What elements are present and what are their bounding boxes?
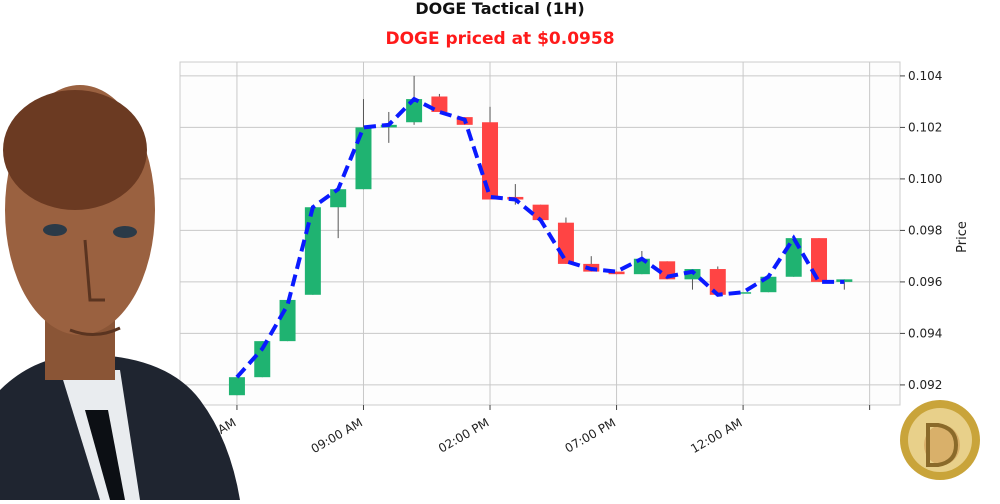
x-tick-label: 02:00 PM [436, 415, 491, 455]
candle-body [811, 238, 828, 282]
y-tick-label: 0.096 [908, 275, 942, 289]
y-tick-label: 0.104 [908, 69, 942, 83]
person-illustration [0, 85, 240, 500]
candle-body [557, 222, 574, 264]
y-tick-label: 0.094 [908, 326, 942, 340]
y-tick-label: 0.102 [908, 120, 942, 134]
y-tick-label: 0.092 [908, 378, 942, 392]
candle-body [330, 189, 347, 208]
candle-body [735, 292, 752, 294]
trend-line [235, 96, 845, 379]
candle-body [304, 207, 321, 295]
candle-body [355, 127, 372, 190]
chart-subtitle: DOGE priced at $0.0958 [385, 29, 614, 49]
x-tick-label: 12:00 AM [688, 415, 744, 456]
coin-icon [900, 400, 980, 480]
candle-body [482, 122, 499, 200]
y-tick-label: 0.100 [908, 172, 942, 186]
candle-body [228, 377, 245, 396]
candle-body [254, 341, 271, 378]
chart-title: DOGE Tactical (1H) [415, 0, 584, 18]
marks [228, 75, 853, 396]
candle-body [431, 96, 448, 112]
candle-body [709, 269, 726, 295]
candle-body [532, 204, 549, 221]
candle-body [608, 271, 625, 275]
plot-area [179, 61, 901, 406]
y-tick-label: 0.098 [908, 223, 942, 237]
y-axis-label: Price [955, 221, 970, 253]
candle-body [279, 299, 296, 342]
x-tick-label: 09:00 AM [309, 415, 365, 456]
x-tick-label: 07:00 PM [563, 415, 618, 455]
